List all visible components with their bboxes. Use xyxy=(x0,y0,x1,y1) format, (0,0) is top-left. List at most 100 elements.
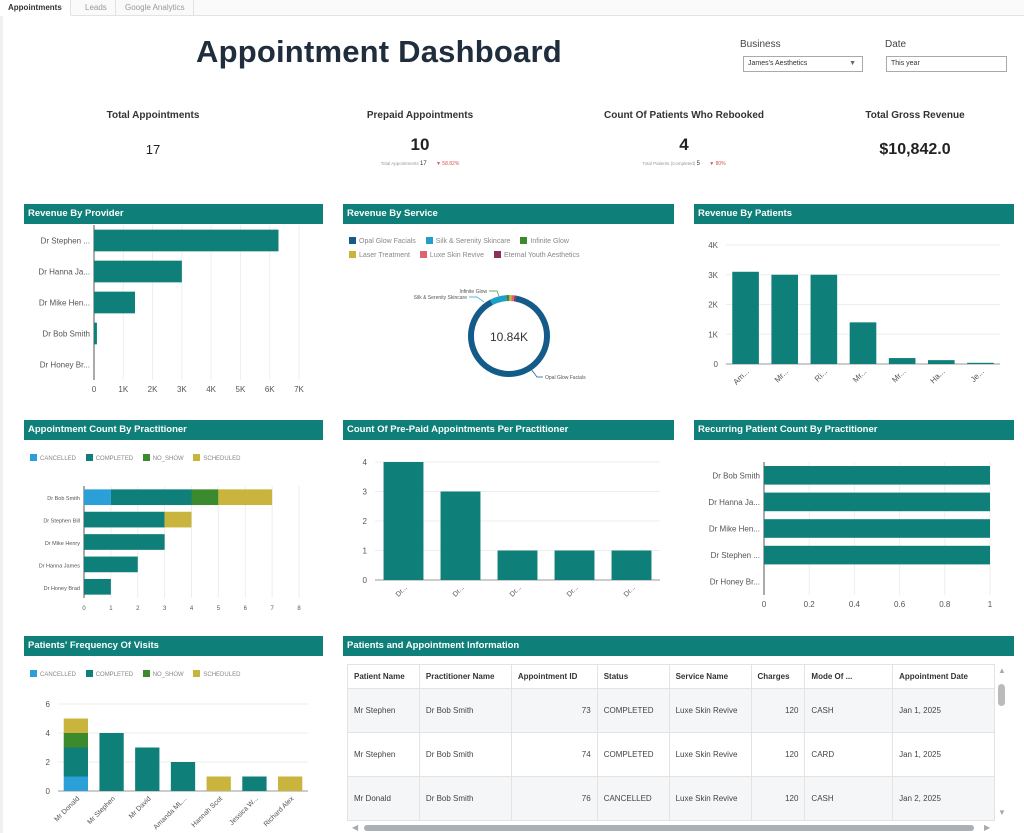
legend-swatch-icon xyxy=(493,251,501,258)
table-cell: 74 xyxy=(510,732,598,777)
x-tick-label: 5K xyxy=(236,385,246,394)
legend-label: Laser Treatment xyxy=(359,252,410,259)
column-header[interactable]: Appointment Date xyxy=(892,664,995,689)
legend-item[interactable]: CANCELLED xyxy=(30,454,76,462)
scroll-right-icon[interactable]: ▶ xyxy=(984,823,991,832)
column-header[interactable]: Appointment ID xyxy=(510,664,598,689)
legend-label: Luxe Skin Revive xyxy=(429,252,485,259)
bar xyxy=(764,492,990,512)
x-tick-label: 6 xyxy=(244,606,248,612)
legend-item[interactable]: Luxe Skin Revive xyxy=(419,251,485,259)
x-tick-label: 2 xyxy=(136,606,140,612)
business-select[interactable]: James's Aesthetics ▼ xyxy=(743,56,863,72)
legend-item[interactable]: Infinite Glow xyxy=(520,237,569,245)
x-tick-label: 2K xyxy=(148,385,158,394)
bar-segment xyxy=(84,511,165,528)
legend-item[interactable]: COMPLETED xyxy=(85,670,134,678)
table-row[interactable]: Mr Stephen Dr Bob Smith 73 COMPLETED Luxe Sk… xyxy=(347,688,995,733)
y-category-label: Dr Mike Hen... xyxy=(709,525,760,534)
legend-swatch-icon xyxy=(520,237,528,244)
legend-swatch-icon xyxy=(142,454,150,461)
y-tick-label: 0 xyxy=(714,360,719,369)
table-row[interactable]: Mr Stephen Dr Bob Smith 74 COMPLETED Luxe Sk… xyxy=(347,732,995,777)
scrollbar-thumb[interactable] xyxy=(998,684,1005,706)
legend-item[interactable]: CANCELLED xyxy=(30,670,76,678)
table-cell: CASH xyxy=(804,776,894,821)
legend-item[interactable]: Silk & Serenity Skincare xyxy=(425,237,510,245)
x-tick-label: 0 xyxy=(92,385,97,394)
scrollbar-thumb[interactable] xyxy=(364,825,974,831)
bar xyxy=(94,291,135,314)
donut-slice xyxy=(490,295,507,306)
y-tick-label: 0 xyxy=(363,576,368,585)
y-category-label: Dr Hanna Ja... xyxy=(38,268,90,277)
table-cell: COMPLETED xyxy=(596,688,670,733)
table-cell: Jan 1, 2025 xyxy=(892,732,995,777)
legend-swatch-icon xyxy=(349,237,356,244)
panel-title-appointment-table: Patients and Appointment Information xyxy=(343,636,1014,656)
legend-swatch-icon xyxy=(30,670,37,677)
x-tick-label: 1 xyxy=(988,600,993,609)
bar-segment xyxy=(99,733,124,791)
date-field[interactable]: This year xyxy=(886,56,1007,72)
column-header[interactable]: Service Name xyxy=(668,664,752,689)
y-category-label: Dr Bob Smith xyxy=(42,330,90,339)
column-header[interactable]: Charges xyxy=(750,664,806,689)
tab-google-analytics[interactable]: Google Analytics xyxy=(117,0,194,16)
bar xyxy=(554,550,595,580)
x-tick-label: 0.2 xyxy=(804,600,816,609)
tab-leads[interactable]: Leads xyxy=(77,0,116,16)
kpi-prepaid-value: 10 xyxy=(410,135,430,154)
legend-item[interactable]: Eternal Youth Aesthetics xyxy=(493,251,579,259)
legend-swatch-icon xyxy=(85,670,93,677)
x-category-label: Mr Stephen xyxy=(86,795,117,826)
x-tick-label: 1K xyxy=(118,385,128,394)
leader-line xyxy=(489,290,500,297)
column-header[interactable]: Mode Of ... xyxy=(804,664,894,689)
bar-segment xyxy=(63,776,88,791)
column-header[interactable]: Patient Name xyxy=(347,664,420,689)
y-tick-label: 1 xyxy=(363,547,368,556)
x-tick-label: 4 xyxy=(190,606,194,612)
column-header[interactable]: Status xyxy=(596,664,670,689)
legend-item[interactable]: SCHEDULED xyxy=(193,670,241,678)
y-tick-label: 6 xyxy=(46,700,51,709)
table-vertical-scrollbar[interactable]: ▲ ▼ xyxy=(996,664,1008,817)
legend-label: SCHEDULED xyxy=(203,672,241,678)
bar-segment xyxy=(84,578,111,595)
x-tick-label: 0.6 xyxy=(894,600,906,609)
x-tick-label: 4K xyxy=(206,385,216,394)
x-tick-label: 0 xyxy=(82,606,86,612)
legend-item[interactable]: Opal Glow Facials xyxy=(349,237,416,245)
bar-segment xyxy=(63,733,88,748)
legend-item[interactable]: NO_SHOW xyxy=(142,454,184,462)
y-category-label: Dr Hanna Ja... xyxy=(708,498,760,507)
legend-swatch-icon xyxy=(142,670,150,677)
scroll-down-icon[interactable]: ▼ xyxy=(998,808,1006,817)
legend-item[interactable]: SCHEDULED xyxy=(193,454,240,462)
legend-item[interactable]: NO_SHOW xyxy=(142,670,184,678)
scroll-up-icon[interactable]: ▲ xyxy=(998,666,1006,675)
scroll-left-icon[interactable]: ◀ xyxy=(352,823,359,832)
bar-segment xyxy=(206,776,231,791)
table-cell: COMPLETED xyxy=(596,732,670,777)
legend-item[interactable]: Laser Treatment xyxy=(349,251,410,259)
kpi-prepaid-sub-value: 17 xyxy=(420,161,427,167)
bar xyxy=(94,229,279,252)
kpi-prepaid-delta: ▼ 58.82% xyxy=(435,161,460,167)
table-cell: Luxe Skin Revive xyxy=(668,776,752,821)
bar-segment xyxy=(84,489,111,506)
table-row[interactable]: Mr Donald Dr Bob Smith 76 CANCELLED Luxe Ski… xyxy=(347,776,995,821)
tab-appointments[interactable]: Appointments xyxy=(0,0,71,16)
legend-label: Opal Glow Facials xyxy=(359,238,416,245)
column-header[interactable]: Practitioner Name xyxy=(418,664,512,689)
table-horizontal-scrollbar[interactable]: ◀ ▶ xyxy=(350,823,996,833)
legend-label: COMPLETED xyxy=(95,672,134,678)
table-cell: 120 xyxy=(750,776,806,821)
legend-item[interactable]: COMPLETED xyxy=(85,454,133,462)
kpi-rebooked-comparison: Total Patients (Completed) 5 ▼ 80% xyxy=(584,161,784,167)
